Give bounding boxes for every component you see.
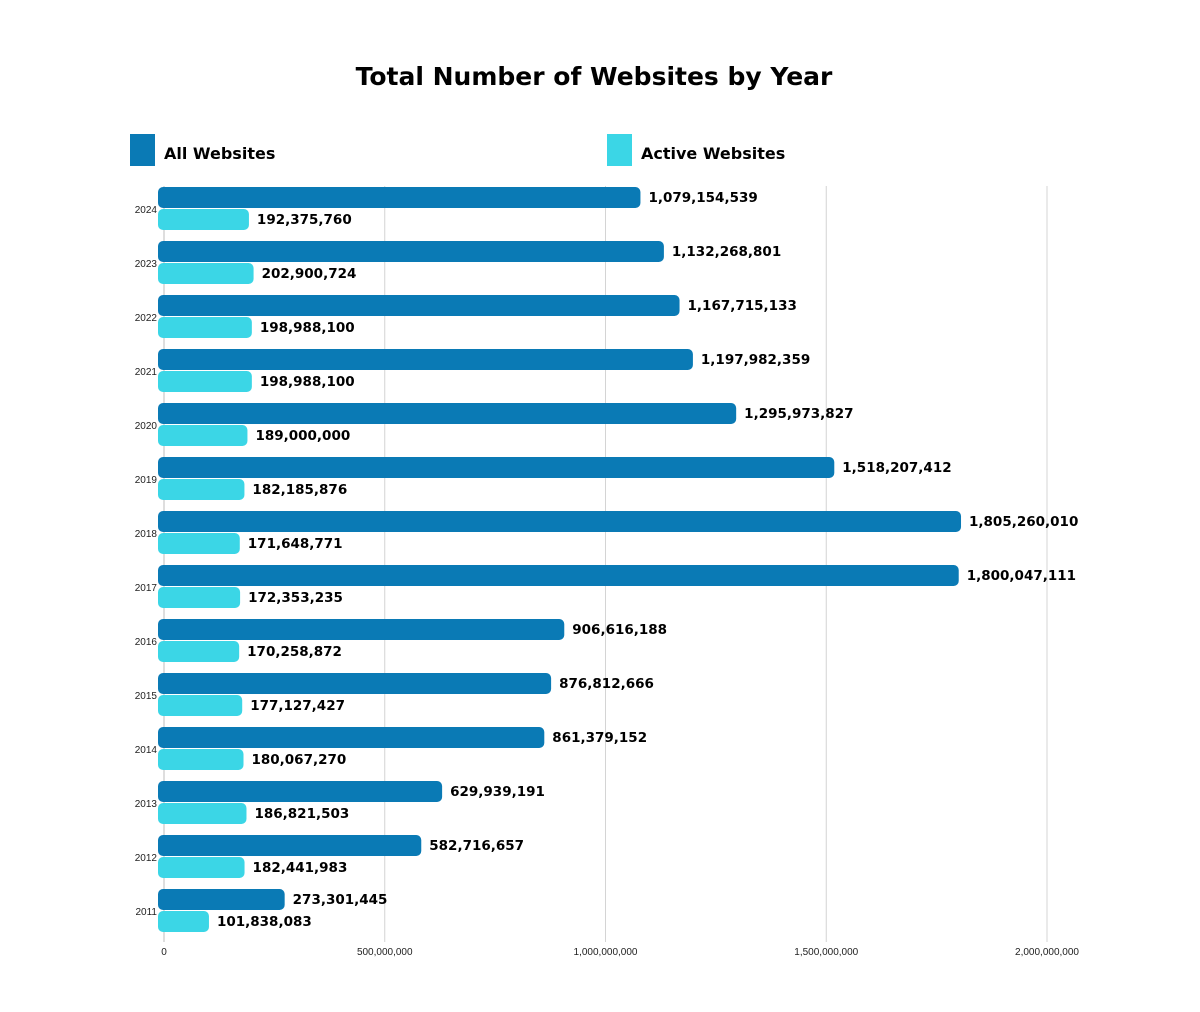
y-category-label: 2011: [135, 907, 157, 918]
bar-active-websites: [158, 263, 254, 284]
bar-active-websites: [158, 371, 252, 392]
y-category-label: 2016: [135, 637, 158, 648]
data-label-all-websites: 1,197,982,359: [701, 352, 810, 368]
bar-all-websites: [158, 511, 962, 532]
bar-all-websites: [158, 619, 565, 640]
y-category-label: 2018: [135, 529, 158, 540]
bar-active-websites: [158, 425, 248, 446]
bar-all-websites: [158, 457, 835, 478]
data-label-active-websites: 182,441,983: [253, 860, 348, 876]
legend-item-active-websites: Active Websites: [607, 134, 785, 166]
data-label-active-websites: 189,000,000: [255, 428, 350, 444]
chart-title: Total Number of Websites by Year: [355, 62, 833, 91]
data-label-all-websites: 861,379,152: [552, 730, 647, 746]
x-tick-label: 1,000,000,000: [574, 947, 638, 958]
legend-item-all-websites: All Websites: [130, 134, 275, 166]
bar-active-websites: [158, 317, 252, 338]
bar-active-websites: [158, 533, 240, 554]
data-label-all-websites: 1,167,715,133: [688, 298, 797, 314]
data-label-all-websites: 273,301,445: [293, 892, 388, 908]
x-tick-label: 500,000,000: [357, 947, 413, 958]
data-label-all-websites: 1,079,154,539: [648, 190, 757, 206]
y-category-label: 2024: [135, 205, 158, 216]
data-label-all-websites: 629,939,191: [450, 784, 545, 800]
bar-all-websites: [158, 241, 664, 262]
bar-all-websites: [158, 187, 641, 208]
x-tick-label: 0: [161, 947, 167, 958]
data-label-all-websites: 582,716,657: [429, 838, 524, 854]
bar-active-websites: [158, 695, 243, 716]
data-label-all-websites: 876,812,666: [559, 676, 654, 692]
bar-active-websites: [158, 587, 241, 608]
bar-active-websites: [158, 209, 249, 230]
data-label-all-websites: 1,132,268,801: [672, 244, 781, 260]
y-category-label: 2012: [135, 853, 158, 864]
bar-active-websites: [158, 479, 245, 500]
bar-all-websites: [158, 889, 285, 910]
bar-all-websites: [158, 565, 959, 586]
bar-active-websites: [158, 641, 240, 662]
data-label-active-websites: 198,988,100: [260, 320, 355, 336]
data-label-active-websites: 171,648,771: [248, 536, 343, 552]
bar-all-websites: [158, 403, 737, 424]
data-label-all-websites: 906,616,188: [572, 622, 667, 638]
bar-all-websites: [158, 781, 443, 802]
data-label-active-websites: 182,185,876: [252, 482, 347, 498]
bar-active-websites: [158, 749, 244, 770]
data-label-active-websites: 186,821,503: [254, 806, 349, 822]
y-category-label: 2017: [135, 583, 158, 594]
bar-active-websites: [158, 857, 245, 878]
data-label-active-websites: 198,988,100: [260, 374, 355, 390]
bar-all-websites: [158, 295, 680, 316]
data-label-all-websites: 1,800,047,111: [967, 568, 1076, 584]
data-label-active-websites: 172,353,235: [248, 590, 343, 606]
data-label-all-websites: 1,518,207,412: [842, 460, 951, 476]
y-category-label: 2022: [135, 313, 158, 324]
data-label-active-websites: 192,375,760: [257, 212, 352, 228]
legend-label-active-websites: Active Websites: [641, 143, 786, 163]
x-tick-label: 1,500,000,000: [794, 947, 858, 958]
bar-active-websites: [158, 911, 209, 932]
data-label-active-websites: 180,067,270: [251, 752, 346, 768]
data-label-all-websites: 1,295,973,827: [744, 406, 853, 422]
y-category-label: 2021: [135, 367, 158, 378]
bar-all-websites: [158, 349, 693, 370]
y-category-label: 2014: [135, 745, 158, 756]
legend-swatch-active-websites: [607, 134, 632, 166]
y-category-label: 2020: [135, 421, 158, 432]
bar-active-websites: [158, 803, 247, 824]
data-label-active-websites: 170,258,872: [247, 644, 342, 660]
bar-all-websites: [158, 727, 545, 748]
legend-label-all-websites: All Websites: [164, 143, 276, 163]
bar-all-websites: [158, 673, 552, 694]
y-category-label: 2015: [135, 691, 158, 702]
y-category-label: 2019: [135, 475, 158, 486]
data-label-active-websites: 101,838,083: [217, 914, 312, 930]
y-category-label: 2013: [135, 799, 158, 810]
data-label-all-websites: 1,805,260,010: [969, 514, 1078, 530]
legend-swatch-all-websites: [130, 134, 155, 166]
x-tick-label: 2,000,000,000: [1015, 947, 1079, 958]
data-label-active-websites: 202,900,724: [262, 266, 357, 282]
data-label-active-websites: 177,127,427: [250, 698, 345, 714]
bar-all-websites: [158, 835, 422, 856]
y-category-label: 2023: [135, 259, 158, 270]
